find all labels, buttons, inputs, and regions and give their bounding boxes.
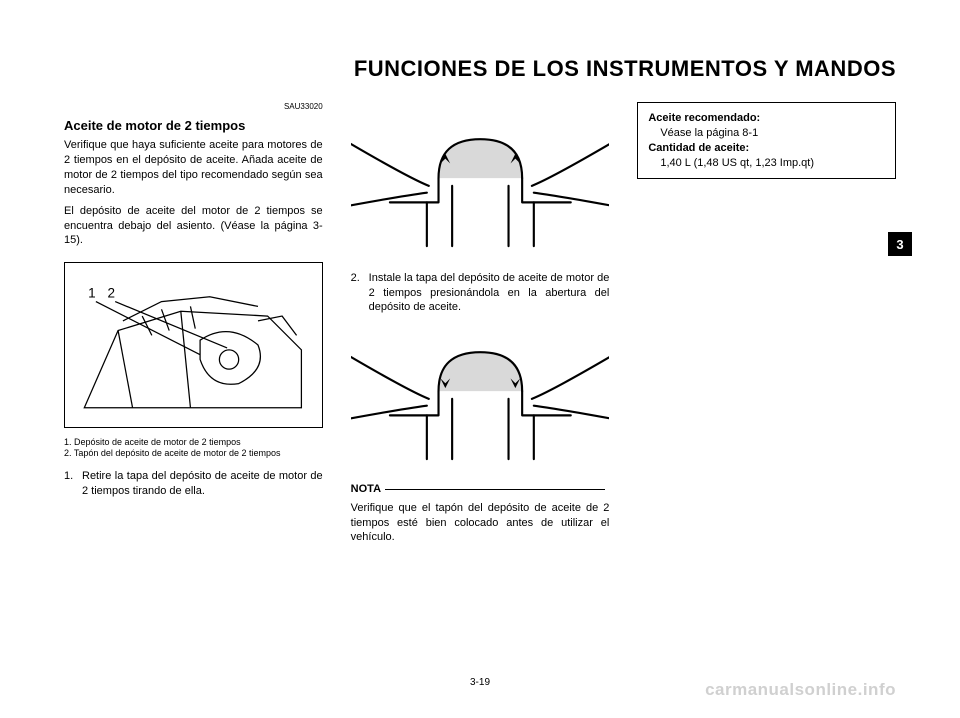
figure-caption: 1. Depósito de aceite de motor de 2 tiem… — [64, 437, 323, 459]
manual-page: FUNCIONES DE LOS INSTRUMENTOS Y MANDOS 3… — [0, 0, 960, 718]
box-label: Cantidad de aceite: — [648, 141, 885, 156]
figure-oil-tank: 1 2 — [64, 262, 323, 428]
nota-text: Verifique que el tapón del depósito de a… — [351, 501, 610, 546]
step-text: Instale la tapa del depósito de aceite d… — [369, 271, 610, 316]
box-value: Véase la página 8-1 — [648, 126, 885, 141]
step-number: 1. — [64, 469, 76, 499]
figure-cap-remove — [351, 110, 610, 256]
step-text: Retire la tapa del depósito de aceite de… — [82, 469, 323, 499]
recommendation-box: Aceite recomendado: Véase la página 8-1 … — [637, 102, 896, 179]
figure-cap-install — [351, 323, 610, 469]
body-text: El depósito de aceite del motor de 2 tie… — [64, 204, 323, 249]
caption-line: 1. Depósito de aceite de motor de 2 tiem… — [64, 437, 323, 448]
callout-1: 1 — [88, 286, 96, 301]
body-text: Verifique que haya suficiente aceite par… — [64, 138, 323, 197]
page-title: FUNCIONES DE LOS INSTRUMENTOS Y MANDOS — [354, 56, 896, 82]
column-3: Aceite recomendado: Véase la página 8-1 … — [637, 102, 896, 551]
step-1: 1. Retire la tapa del depósito de aceite… — [64, 469, 323, 499]
step-number: 2. — [351, 271, 363, 316]
content-columns: SAU33020 Aceite de motor de 2 tiempos Ve… — [64, 102, 896, 551]
section-title: Aceite de motor de 2 tiempos — [64, 117, 323, 135]
column-2: 2. Instale la tapa del depósito de aceit… — [351, 102, 610, 551]
nota-label: NOTA — [351, 483, 381, 495]
caption-line: 2. Tapón del depósito de aceite de motor… — [64, 448, 323, 459]
step-2: 2. Instale la tapa del depósito de aceit… — [351, 271, 610, 316]
ref-code: SAU33020 — [64, 102, 323, 113]
nota-block: NOTA — [351, 482, 610, 497]
column-1: SAU33020 Aceite de motor de 2 tiempos Ve… — [64, 102, 323, 551]
callout-2: 2 — [107, 286, 115, 301]
box-value: 1,40 L (1,48 US qt, 1,23 Imp.qt) — [648, 156, 885, 171]
chapter-tab: 3 — [888, 232, 912, 256]
box-label: Aceite recomendado: — [648, 111, 885, 126]
watermark: carmanualsonline.info — [705, 680, 896, 700]
nota-rule — [385, 489, 605, 490]
